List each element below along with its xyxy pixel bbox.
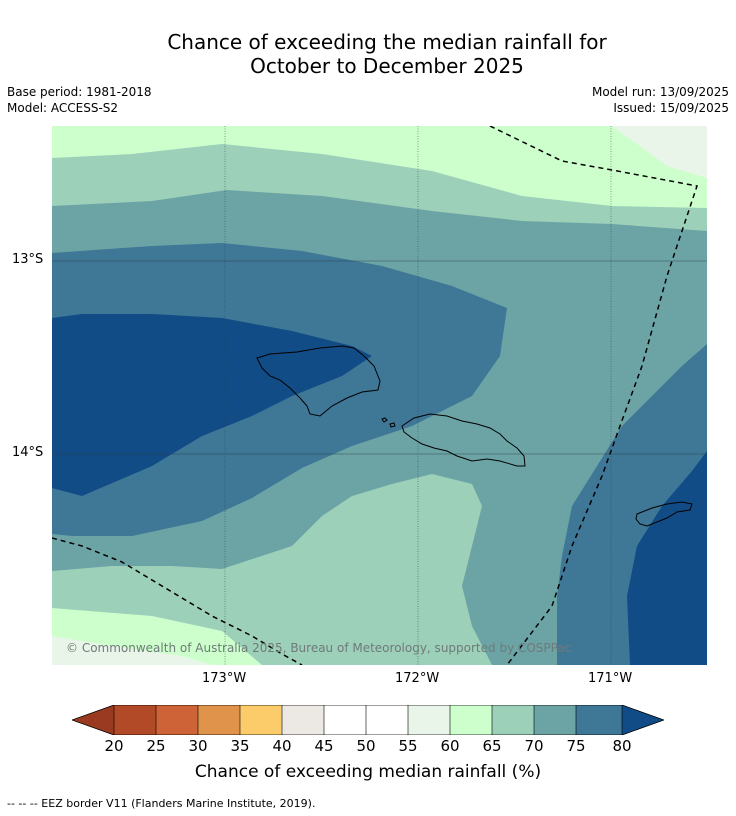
manono-islet	[389, 422, 396, 428]
savaii-island	[256, 345, 381, 417]
zone-65-70-bottom	[52, 474, 492, 665]
eez-border-top	[489, 126, 698, 665]
colorbar-bin-50-55	[366, 705, 408, 735]
cbar-tick-55: 55	[398, 737, 418, 755]
apolima-islet	[381, 417, 388, 423]
eez-border-left	[52, 537, 303, 665]
cbar-tick-50: 50	[356, 737, 376, 755]
cbar-tick-60: 60	[440, 737, 460, 755]
colorbar-bin-30-35	[198, 705, 240, 735]
colorbar-over-arrow	[622, 705, 664, 735]
tutuila-island	[635, 501, 693, 527]
cbar-tick-65: 65	[482, 737, 502, 755]
cbar-tick-25: 25	[146, 737, 166, 755]
issued-date: Issued: 15/09/2025	[613, 101, 729, 115]
zone-55-60-bottom	[52, 636, 212, 665]
cbar-tick-45: 45	[314, 737, 334, 755]
colorbar-under-arrow	[72, 705, 114, 735]
cbar-tick-40: 40	[272, 737, 292, 755]
copyright-notice: © Commonwealth of Australia 2025, Bureau…	[66, 641, 572, 655]
colorbar-bin-55-60	[408, 705, 450, 735]
rainfall-map	[52, 126, 707, 665]
eez-footnote: -- -- -- EEZ border V11 (Flanders Marine…	[7, 797, 316, 810]
lat-label-13s: 13°S	[12, 252, 44, 267]
colorbar-bin-70-75	[534, 705, 576, 735]
lon-label-171w: 171°W	[588, 671, 633, 686]
colorbar-bin-20-25	[114, 705, 156, 735]
cbar-tick-35: 35	[230, 737, 250, 755]
lon-label-173w: 173°W	[202, 671, 247, 686]
lat-label-14s: 14°S	[12, 445, 44, 460]
colorbar-bin-60-65	[450, 705, 492, 735]
lon-label-172w: 172°W	[395, 671, 440, 686]
colorbar-bin-25-30	[156, 705, 198, 735]
chart-title: Chance of exceeding the median rainfall …	[0, 30, 736, 78]
colorbar-dividers	[113, 705, 623, 735]
meta-left: Base period: 1981-2018 Model: ACCESS-S2	[7, 84, 152, 116]
model-name: Model: ACCESS-S2	[7, 101, 119, 115]
cbar-tick-80: 80	[612, 737, 632, 755]
zone-80-left	[52, 314, 372, 496]
colorbar-bin-45-50	[324, 705, 366, 735]
cbar-tick-30: 30	[188, 737, 208, 755]
title-line-2: October to December 2025	[250, 54, 524, 78]
meta-right: Model run: 13/09/2025 Issued: 15/09/2025	[592, 84, 729, 116]
cbar-tick-20: 20	[104, 737, 124, 755]
zone-80-right	[627, 451, 707, 665]
colorbar	[72, 705, 664, 735]
colorbar-label: Chance of exceeding median rainfall (%)	[194, 762, 542, 782]
cbar-tick-70: 70	[524, 737, 544, 755]
colorbar-bin-75-80	[576, 705, 622, 735]
colorbar-bin-65-70	[492, 705, 534, 735]
base-period: Base period: 1981-2018	[7, 85, 152, 99]
upolu-island	[401, 413, 526, 467]
title-line-1: Chance of exceeding the median rainfall …	[167, 30, 607, 54]
cbar-tick-75: 75	[566, 737, 586, 755]
colorbar-bin-40-45	[282, 705, 324, 735]
model-run: Model run: 13/09/2025	[591, 85, 729, 99]
colorbar-bin-35-40	[240, 705, 282, 735]
